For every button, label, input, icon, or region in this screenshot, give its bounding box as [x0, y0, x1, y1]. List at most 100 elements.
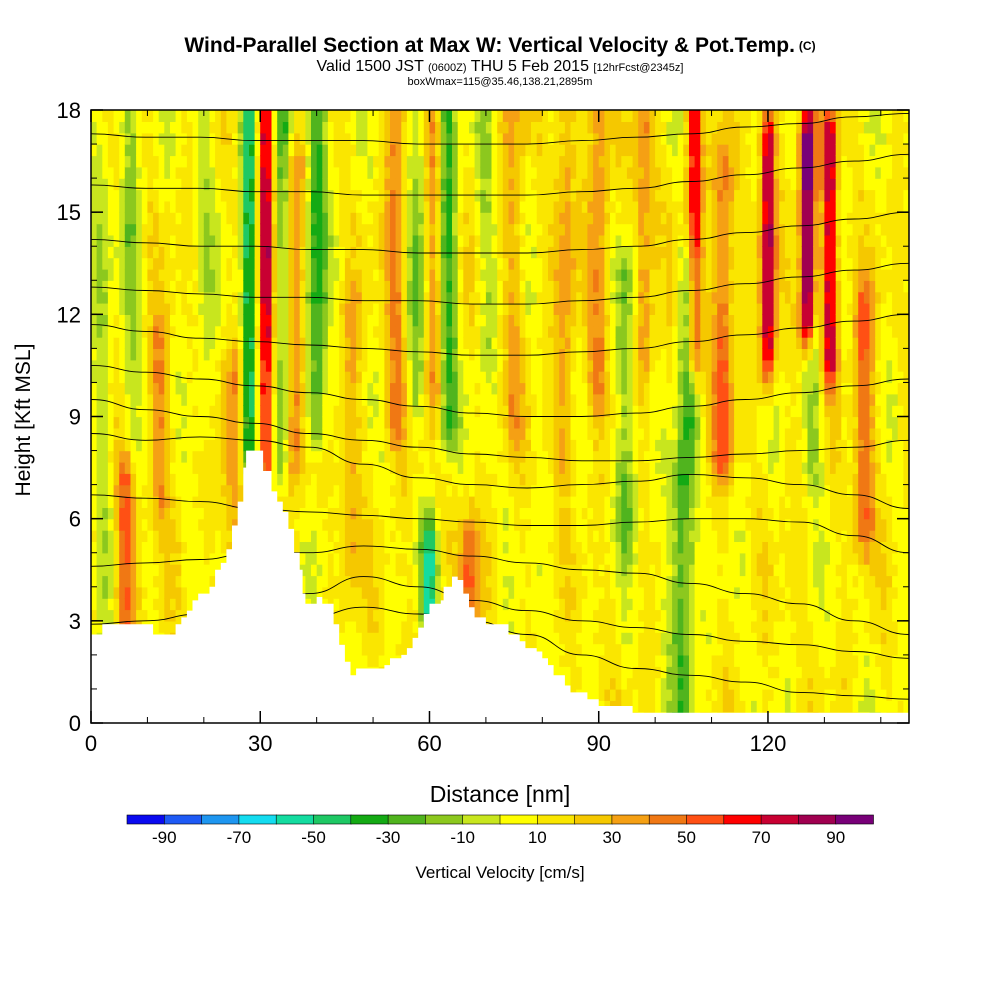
velocity-cell — [147, 439, 154, 452]
velocity-cell — [299, 144, 306, 157]
velocity-cell — [124, 507, 131, 520]
velocity-cell — [581, 268, 588, 281]
velocity-cell — [581, 382, 588, 395]
velocity-cell — [531, 155, 538, 168]
velocity-cell — [593, 348, 600, 361]
velocity-cell — [147, 178, 154, 191]
velocity-cell — [548, 609, 555, 622]
velocity-cell — [237, 337, 244, 349]
velocity-cell — [288, 337, 295, 349]
velocity-cell — [519, 314, 526, 327]
velocity-cell — [91, 166, 98, 179]
velocity-cell — [384, 643, 391, 656]
velocity-cell — [136, 575, 143, 588]
velocity-cell — [130, 575, 137, 588]
velocity-cell — [339, 200, 346, 213]
velocity-cell — [170, 223, 177, 236]
velocity-cell — [186, 416, 194, 429]
velocity-cell — [181, 280, 188, 293]
velocity-cell — [587, 450, 594, 463]
velocity-cell — [175, 337, 182, 349]
velocity-cell — [220, 450, 227, 463]
velocity-cell — [91, 337, 98, 349]
velocity-cell — [548, 586, 555, 599]
velocity-cell — [581, 166, 588, 179]
velocity-cell — [130, 132, 137, 145]
velocity-cell — [102, 234, 109, 247]
velocity-cell — [440, 461, 447, 474]
velocity-cell — [361, 507, 368, 520]
velocity-cell — [531, 382, 538, 395]
velocity-cell — [198, 212, 205, 225]
velocity-cell — [497, 518, 504, 531]
velocity-cell — [158, 416, 165, 429]
velocity-cell — [136, 132, 143, 145]
velocity-cell — [203, 530, 210, 542]
velocity-cell — [593, 257, 600, 270]
velocity-cell — [367, 348, 374, 361]
velocity-cell — [474, 121, 481, 134]
velocity-cell — [232, 178, 239, 191]
velocity-cell — [322, 359, 329, 372]
velocity-cell — [581, 212, 588, 225]
velocity-cell — [102, 461, 109, 474]
velocity-cell — [536, 586, 543, 599]
velocity-cell — [249, 246, 256, 259]
velocity-cell — [136, 461, 143, 474]
velocity-cell — [356, 564, 363, 577]
velocity-cell — [412, 166, 419, 179]
velocity-cell — [181, 473, 188, 486]
velocity-cell — [446, 564, 453, 577]
velocity-cell — [153, 382, 160, 395]
velocity-cell — [198, 189, 205, 202]
velocity-cell — [361, 325, 368, 338]
velocity-cell — [598, 268, 605, 281]
velocity-cell — [604, 484, 611, 497]
velocity-cell — [429, 586, 436, 599]
velocity-cell — [564, 416, 572, 429]
velocity-cell — [232, 393, 239, 406]
velocity-cell — [237, 348, 244, 361]
velocity-cell — [384, 609, 391, 622]
velocity-cell — [502, 303, 509, 315]
velocity-cell — [474, 416, 481, 429]
velocity-cell — [113, 393, 120, 406]
velocity-cell — [294, 268, 301, 281]
velocity-cell — [96, 121, 103, 134]
velocity-cell — [119, 473, 126, 486]
velocity-cell — [260, 461, 267, 474]
velocity-cell — [463, 110, 470, 122]
velocity-cell — [203, 178, 210, 191]
velocity-cell — [491, 450, 498, 463]
velocity-cell — [423, 586, 430, 599]
velocity-cell — [254, 189, 261, 202]
velocity-cell — [333, 178, 340, 191]
velocity-cell — [525, 200, 532, 213]
velocity-cell — [102, 552, 109, 565]
velocity-cell — [327, 496, 335, 508]
velocity-cell — [581, 257, 588, 270]
velocity-cell — [124, 337, 131, 349]
velocity-cell — [553, 303, 560, 315]
velocity-cell — [587, 688, 594, 701]
velocity-cell — [322, 212, 329, 225]
velocity-cell — [452, 303, 459, 315]
velocity-cell — [102, 609, 109, 622]
velocity-cell — [344, 200, 352, 213]
velocity-cell — [463, 121, 470, 134]
velocity-cell — [514, 518, 521, 531]
velocity-cell — [440, 155, 447, 168]
velocity-cell — [457, 234, 464, 247]
velocity-cell — [406, 382, 414, 395]
velocity-cell — [344, 110, 352, 122]
velocity-cell — [130, 223, 137, 236]
velocity-cell — [136, 496, 143, 508]
velocity-cell — [418, 132, 425, 145]
velocity-cell — [158, 132, 165, 145]
velocity-cell — [406, 223, 414, 236]
velocity-cell — [107, 132, 115, 145]
velocity-cell — [581, 620, 588, 633]
velocity-cell — [598, 303, 605, 315]
velocity-cell — [158, 359, 165, 372]
velocity-cell — [344, 291, 352, 304]
